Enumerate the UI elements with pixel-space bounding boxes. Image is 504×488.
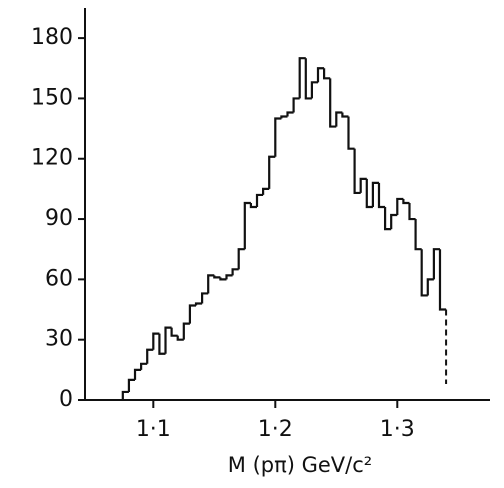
histogram-bar xyxy=(194,302,203,306)
histogram-bar xyxy=(335,111,343,127)
histogram-bar xyxy=(402,198,410,205)
y-tick-label: 0 xyxy=(59,387,73,412)
histogram-bar xyxy=(426,278,434,296)
histogram-bar xyxy=(225,274,233,280)
histogram-bar xyxy=(133,368,142,380)
histogram-bar xyxy=(298,57,306,99)
histogram-bar xyxy=(170,327,178,337)
histogram-bar xyxy=(310,81,318,99)
histogram-bar xyxy=(438,249,447,311)
histogram-bar xyxy=(292,97,300,113)
histogram-bar xyxy=(274,117,282,157)
y-tick-label: 150 xyxy=(31,85,73,110)
y-tick-label: 180 xyxy=(31,25,73,50)
y-tick-label: 30 xyxy=(45,327,73,352)
histogram-bar xyxy=(249,202,258,209)
histogram-bar xyxy=(201,292,209,304)
histogram-bar xyxy=(414,219,422,251)
histogram-bar xyxy=(213,275,221,279)
histogram-bar xyxy=(408,202,416,221)
histogram-bar xyxy=(286,111,294,117)
histogram-bar xyxy=(176,335,184,341)
histogram-bar xyxy=(152,332,160,350)
histogram-bar xyxy=(432,248,440,280)
histogram-bar xyxy=(188,304,197,324)
histogram-bar xyxy=(304,58,312,100)
histogram-bar xyxy=(262,187,270,195)
histogram-bar xyxy=(396,197,404,216)
histogram-bar xyxy=(237,248,245,270)
histogram-bar xyxy=(420,249,428,297)
histogram-bar xyxy=(316,67,325,83)
histogram-bar xyxy=(371,181,379,207)
histogram-bar xyxy=(347,116,355,150)
histogram-bar xyxy=(207,274,215,294)
histogram-bar xyxy=(243,201,251,250)
histogram-bar xyxy=(365,178,373,209)
histogram-bar xyxy=(322,68,331,80)
histogram-bar xyxy=(359,177,367,193)
histogram-bar xyxy=(219,277,227,281)
x-tick-label: 1·1 xyxy=(136,417,171,442)
x-axis-label: M (pπ) GeV/c² xyxy=(228,453,372,477)
histogram-bar xyxy=(231,268,239,276)
histogram-bar xyxy=(127,378,136,392)
histogram-bar xyxy=(158,333,166,355)
histogram-bar xyxy=(140,362,148,370)
histogram-bar xyxy=(164,326,172,354)
x-tick-label: 1·3 xyxy=(380,417,415,442)
y-tick-label: 60 xyxy=(45,266,73,291)
histogram-bar xyxy=(280,115,288,119)
histogram-bar xyxy=(146,348,154,364)
histogram-bar xyxy=(182,322,190,340)
histogram-bar xyxy=(255,193,264,207)
x-tick-label: 1·2 xyxy=(258,417,293,442)
histogram-bar xyxy=(121,390,129,400)
histogram-bar xyxy=(383,206,392,231)
histogram-bar xyxy=(390,213,398,230)
y-tick-label: 90 xyxy=(45,206,73,231)
histogram-bar xyxy=(377,182,386,209)
histogram-bar xyxy=(353,148,361,195)
histogram-bar xyxy=(268,155,276,189)
histogram-bar xyxy=(341,112,349,118)
histogram-bar xyxy=(329,78,337,128)
y-tick-label: 120 xyxy=(31,146,73,171)
